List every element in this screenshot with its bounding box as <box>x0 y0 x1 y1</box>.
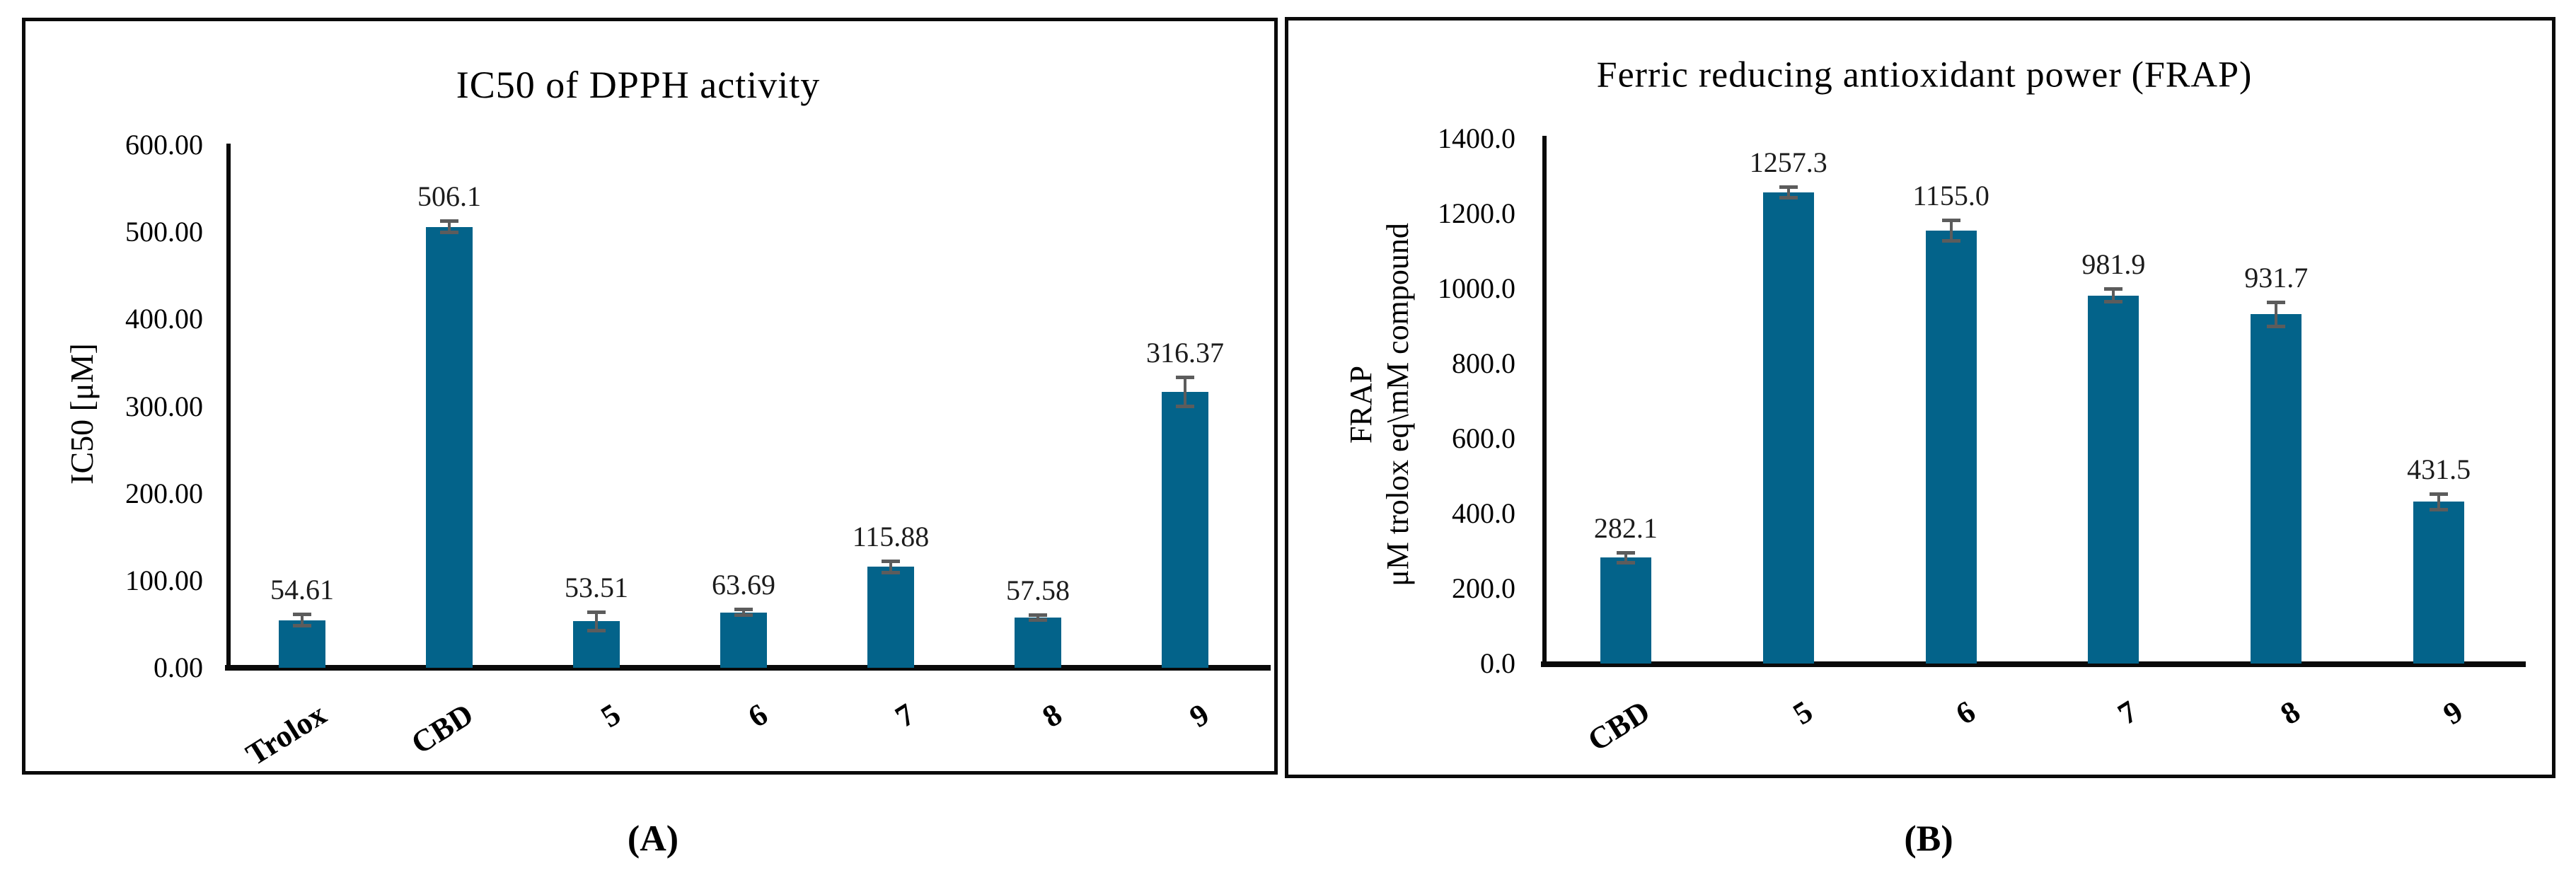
bar-value-label: 282.1 <box>1593 511 1658 544</box>
error-bar-top-cap <box>440 219 458 224</box>
bar-CBD <box>1600 557 1651 664</box>
chart-b-y-axis-line <box>1542 136 1547 667</box>
error-bar-top-cap <box>1941 219 1960 222</box>
y-tick-label: 1400.0 <box>1438 122 1515 154</box>
error-bar-top-cap <box>1616 550 1635 555</box>
bar-value-label: 63.69 <box>712 568 775 601</box>
y-tick-label: 500.00 <box>125 216 203 248</box>
error-bar-top-cap <box>734 607 753 611</box>
bar-value-label: 1257.3 <box>1749 146 1827 178</box>
error-bar-top-cap <box>2430 492 2449 496</box>
bar-6 <box>1925 230 1977 664</box>
error-bar-bottom-cap <box>2430 507 2449 511</box>
y-tick-label: 0.0 <box>1480 647 1515 679</box>
bar-value-label: 57.58 <box>1006 574 1070 607</box>
bar-value-label: 506.1 <box>417 180 481 213</box>
y-tick-label: 1200.0 <box>1438 197 1515 229</box>
error-bar-bottom-cap <box>1941 238 1960 243</box>
panel-a-frame <box>22 18 1278 775</box>
error-bar-bottom-cap <box>293 624 311 628</box>
bar-9 <box>2413 502 2465 664</box>
bar-CBD <box>426 226 473 668</box>
error-bar-bottom-cap <box>440 231 458 235</box>
error-bar <box>1949 220 1953 241</box>
bar-5 <box>1762 192 1814 664</box>
error-bar-bottom-cap <box>734 613 753 618</box>
bar-value-label: 54.61 <box>270 574 334 606</box>
y-tick-label: 200.0 <box>1452 572 1515 604</box>
error-bar-top-cap <box>293 613 311 617</box>
error-bar-top-cap <box>2104 287 2123 291</box>
panel-b-frame <box>1285 17 2555 778</box>
y-tick-label: 300.00 <box>125 390 203 422</box>
chart-a-x-axis-line <box>225 665 1271 671</box>
error-bar <box>1184 377 1186 407</box>
error-bar <box>448 221 451 233</box>
bar-value-label: 1155.0 <box>1912 180 1989 212</box>
y-tick-label: 200.00 <box>125 477 203 509</box>
panel-b-caption: (B) <box>1904 818 1953 859</box>
panel-a-caption: (A) <box>627 818 679 859</box>
error-bar-bottom-cap <box>882 570 900 574</box>
error-bar-bottom-cap <box>587 628 606 632</box>
y-tick-label: 400.0 <box>1452 497 1515 529</box>
error-bar <box>1624 552 1627 564</box>
error-bar-bottom-cap <box>1779 195 1798 199</box>
error-bar <box>595 611 598 631</box>
error-bar <box>742 608 745 616</box>
error-bar <box>2112 289 2115 303</box>
bar-value-label: 115.88 <box>852 520 930 552</box>
bar-8 <box>2251 314 2302 664</box>
y-tick-label: 400.00 <box>125 303 203 335</box>
error-bar-top-cap <box>1029 613 1047 618</box>
error-bar-bottom-cap <box>2104 300 2123 304</box>
bar-8 <box>1015 618 1061 668</box>
bar-7 <box>2088 295 2139 664</box>
error-bar-bottom-cap <box>1616 561 1635 565</box>
error-bar <box>2275 301 2278 327</box>
y-tick-label: 1000.0 <box>1438 272 1515 304</box>
error-bar <box>889 560 892 573</box>
error-bar-bottom-cap <box>2267 324 2286 328</box>
bar-9 <box>1162 392 1208 668</box>
bar-Trolox <box>279 620 325 668</box>
error-bar <box>1036 615 1039 620</box>
error-bar-top-cap <box>2267 300 2286 304</box>
y-tick-label: 0.00 <box>154 652 203 683</box>
bar-7 <box>867 567 914 668</box>
y-tick-label: 800.0 <box>1452 347 1515 379</box>
chart-b-x-axis-line <box>1541 661 2526 667</box>
error-bar-top-cap <box>882 559 900 563</box>
error-bar <box>2437 493 2441 510</box>
error-bar-bottom-cap <box>1029 618 1047 622</box>
y-tick-label: 100.00 <box>125 564 203 596</box>
y-tick-label: 600.00 <box>125 129 203 161</box>
bar-value-label: 931.7 <box>2244 261 2309 294</box>
error-bar-top-cap <box>1779 185 1798 189</box>
chart-a-title: IC50 of DPPH activity <box>456 64 821 106</box>
error-bar-bottom-cap <box>1176 405 1194 409</box>
bar-value-label: 316.37 <box>1146 337 1224 369</box>
bar-value-label: 981.9 <box>2081 248 2146 281</box>
chart-a-y-axis-line <box>226 144 231 671</box>
bar-6 <box>720 612 767 668</box>
error-bar <box>1786 186 1790 198</box>
error-bar-top-cap <box>587 610 606 614</box>
y-tick-label: 600.0 <box>1452 422 1515 454</box>
bar-value-label: 431.5 <box>2407 453 2471 485</box>
chart-b-title: Ferric reducing antioxidant power (FRAP) <box>1596 54 2253 95</box>
bar-value-label: 53.51 <box>565 571 628 603</box>
error-bar-top-cap <box>1176 376 1194 380</box>
error-bar <box>301 614 304 627</box>
